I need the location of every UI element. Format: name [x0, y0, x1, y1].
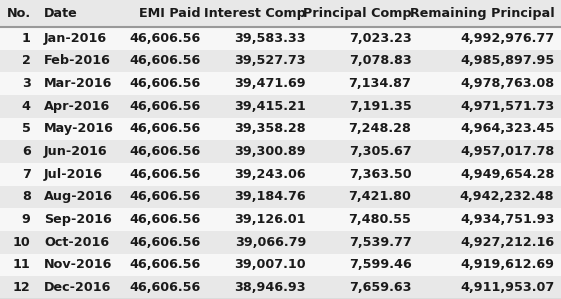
Bar: [0, 276, 561, 299]
Text: 2: 2: [22, 54, 31, 67]
Text: 46,606.56: 46,606.56: [130, 145, 201, 158]
Text: 7,023.23: 7,023.23: [349, 32, 411, 45]
Text: 7,134.87: 7,134.87: [348, 77, 411, 90]
Text: Feb-2016: Feb-2016: [44, 54, 111, 67]
Text: 39,583.33: 39,583.33: [234, 32, 306, 45]
Text: 8: 8: [22, 190, 31, 203]
Text: Sep-2016: Sep-2016: [44, 213, 112, 226]
Text: Apr-2016: Apr-2016: [44, 100, 111, 113]
Text: 39,471.69: 39,471.69: [234, 77, 306, 90]
Text: 7,363.50: 7,363.50: [349, 168, 411, 181]
Text: 7,539.77: 7,539.77: [349, 236, 411, 249]
Text: 46,606.56: 46,606.56: [130, 190, 201, 203]
Text: May-2016: May-2016: [44, 123, 114, 135]
Text: Nov-2016: Nov-2016: [44, 259, 113, 271]
Bar: [0, 118, 561, 140]
Text: 9: 9: [22, 213, 31, 226]
Text: 4,971,571.73: 4,971,571.73: [460, 100, 554, 113]
Text: 1: 1: [22, 32, 31, 45]
Text: 38,946.93: 38,946.93: [234, 281, 306, 294]
Text: Oct-2016: Oct-2016: [44, 236, 109, 249]
Text: 4,949,654.28: 4,949,654.28: [460, 168, 554, 181]
Text: Jun-2016: Jun-2016: [44, 145, 108, 158]
Text: 39,184.76: 39,184.76: [234, 190, 306, 203]
Bar: [0, 208, 561, 231]
Text: 4,964,323.45: 4,964,323.45: [460, 123, 554, 135]
Bar: [0, 140, 561, 163]
Bar: [0, 95, 561, 118]
Bar: [0, 0, 561, 27]
Text: 3: 3: [22, 77, 31, 90]
Text: 7,078.83: 7,078.83: [349, 54, 411, 67]
Bar: [0, 27, 561, 50]
Text: Dec-2016: Dec-2016: [44, 281, 112, 294]
Text: 4,978,763.08: 4,978,763.08: [460, 77, 554, 90]
Text: 6: 6: [22, 145, 31, 158]
Text: 46,606.56: 46,606.56: [130, 54, 201, 67]
Text: No.: No.: [7, 7, 31, 20]
Text: 46,606.56: 46,606.56: [130, 259, 201, 271]
Text: Date: Date: [44, 7, 78, 20]
Text: 7,421.80: 7,421.80: [348, 190, 411, 203]
Text: 39,126.01: 39,126.01: [234, 213, 306, 226]
Bar: [0, 231, 561, 254]
Text: 11: 11: [13, 259, 31, 271]
Text: 7,480.55: 7,480.55: [348, 213, 411, 226]
Text: 4,934,751.93: 4,934,751.93: [460, 213, 554, 226]
Bar: [0, 163, 561, 186]
Text: 4,927,212.16: 4,927,212.16: [460, 236, 554, 249]
Text: 39,243.06: 39,243.06: [234, 168, 306, 181]
Text: 4,985,897.95: 4,985,897.95: [460, 54, 554, 67]
Text: Interest Comp: Interest Comp: [204, 7, 306, 20]
Text: 39,300.89: 39,300.89: [234, 145, 306, 158]
Text: Mar-2016: Mar-2016: [44, 77, 113, 90]
Text: 46,606.56: 46,606.56: [130, 168, 201, 181]
Text: Aug-2016: Aug-2016: [44, 190, 113, 203]
Text: 5: 5: [22, 123, 31, 135]
Text: 46,606.56: 46,606.56: [130, 32, 201, 45]
Text: 46,606.56: 46,606.56: [130, 77, 201, 90]
Text: 46,606.56: 46,606.56: [130, 281, 201, 294]
Text: Principal Comp: Principal Comp: [303, 7, 411, 20]
Text: 7,191.35: 7,191.35: [349, 100, 411, 113]
Text: 4,957,017.78: 4,957,017.78: [460, 145, 554, 158]
Text: 39,066.79: 39,066.79: [234, 236, 306, 249]
Text: Remaining Principal: Remaining Principal: [410, 7, 554, 20]
Text: 4,992,976.77: 4,992,976.77: [460, 32, 554, 45]
Text: 7,659.63: 7,659.63: [349, 281, 411, 294]
Text: 7,305.67: 7,305.67: [349, 145, 411, 158]
Text: 46,606.56: 46,606.56: [130, 236, 201, 249]
Text: 46,606.56: 46,606.56: [130, 123, 201, 135]
Text: EMI Paid: EMI Paid: [139, 7, 201, 20]
Text: Jul-2016: Jul-2016: [44, 168, 103, 181]
Text: 7: 7: [22, 168, 31, 181]
Text: 39,415.21: 39,415.21: [234, 100, 306, 113]
Text: 46,606.56: 46,606.56: [130, 213, 201, 226]
Text: Jan-2016: Jan-2016: [44, 32, 107, 45]
Text: 4,911,953.07: 4,911,953.07: [460, 281, 554, 294]
Text: 4: 4: [22, 100, 31, 113]
Text: 39,007.10: 39,007.10: [234, 259, 306, 271]
Bar: [0, 186, 561, 208]
Text: 7,248.28: 7,248.28: [348, 123, 411, 135]
Text: 39,358.28: 39,358.28: [234, 123, 306, 135]
Bar: [0, 50, 561, 72]
Text: 7,599.46: 7,599.46: [349, 259, 411, 271]
Text: 4,942,232.48: 4,942,232.48: [460, 190, 554, 203]
Text: 46,606.56: 46,606.56: [130, 100, 201, 113]
Text: 39,527.73: 39,527.73: [234, 54, 306, 67]
Bar: [0, 72, 561, 95]
Text: 4,919,612.69: 4,919,612.69: [460, 259, 554, 271]
Bar: [0, 254, 561, 276]
Text: 12: 12: [13, 281, 31, 294]
Text: 10: 10: [13, 236, 31, 249]
